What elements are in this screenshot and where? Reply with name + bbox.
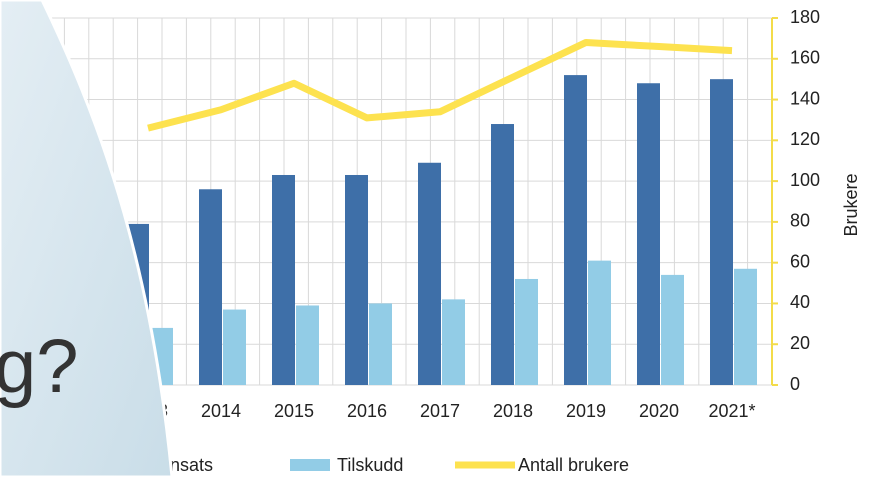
legend-label: Tilskudd: [337, 455, 403, 475]
x-tick-label: 2014: [201, 401, 241, 421]
overlay-panel: [0, 0, 174, 477]
bar: [345, 174, 368, 385]
y2-tick-label: 140: [790, 88, 820, 108]
bar: [199, 189, 222, 385]
x-tick-label: 2019: [566, 401, 606, 421]
y2-tick-label: 20: [790, 333, 810, 353]
y2-tick-label: 40: [790, 292, 810, 312]
bar: [491, 124, 514, 386]
bar: [515, 278, 538, 385]
x-tick-label: 2021*: [708, 401, 755, 421]
bar: [223, 309, 246, 385]
y2-tick-label: 0: [790, 374, 800, 394]
y2-tick-label: 100: [790, 170, 820, 190]
bar: [588, 260, 611, 385]
legend-swatch: [290, 459, 330, 471]
y2-tick-label: 160: [790, 48, 820, 68]
legend-label: Antall brukere: [518, 455, 629, 475]
bar: [296, 305, 319, 385]
bar: [418, 162, 441, 385]
x-tick-label: 2020: [639, 401, 679, 421]
bar: [661, 274, 684, 385]
bar: [272, 174, 295, 385]
bar: [710, 79, 733, 386]
bar: [734, 268, 757, 385]
bar: [637, 83, 660, 385]
legend-label: nnsats: [160, 455, 213, 475]
y2-tick-label: 60: [790, 251, 810, 271]
y2-axis-label: Brukere: [841, 173, 861, 236]
y2-tick-label: 180: [790, 7, 820, 27]
x-tick-label: 2015: [274, 401, 314, 421]
bar: [369, 303, 392, 385]
x-tick-label: 2017: [420, 401, 460, 421]
line: [147, 38, 733, 132]
bar: [564, 75, 587, 385]
x-tick-label: 2018: [493, 401, 533, 421]
y2-tick-label: 120: [790, 129, 820, 149]
bar: [442, 299, 465, 385]
overlay-text: g?: [0, 324, 79, 409]
y2-tick-label: 80: [790, 211, 810, 231]
plot: 0204060801001201401601802013201420152016…: [120, 7, 820, 475]
x-tick-label: 2016: [347, 401, 387, 421]
